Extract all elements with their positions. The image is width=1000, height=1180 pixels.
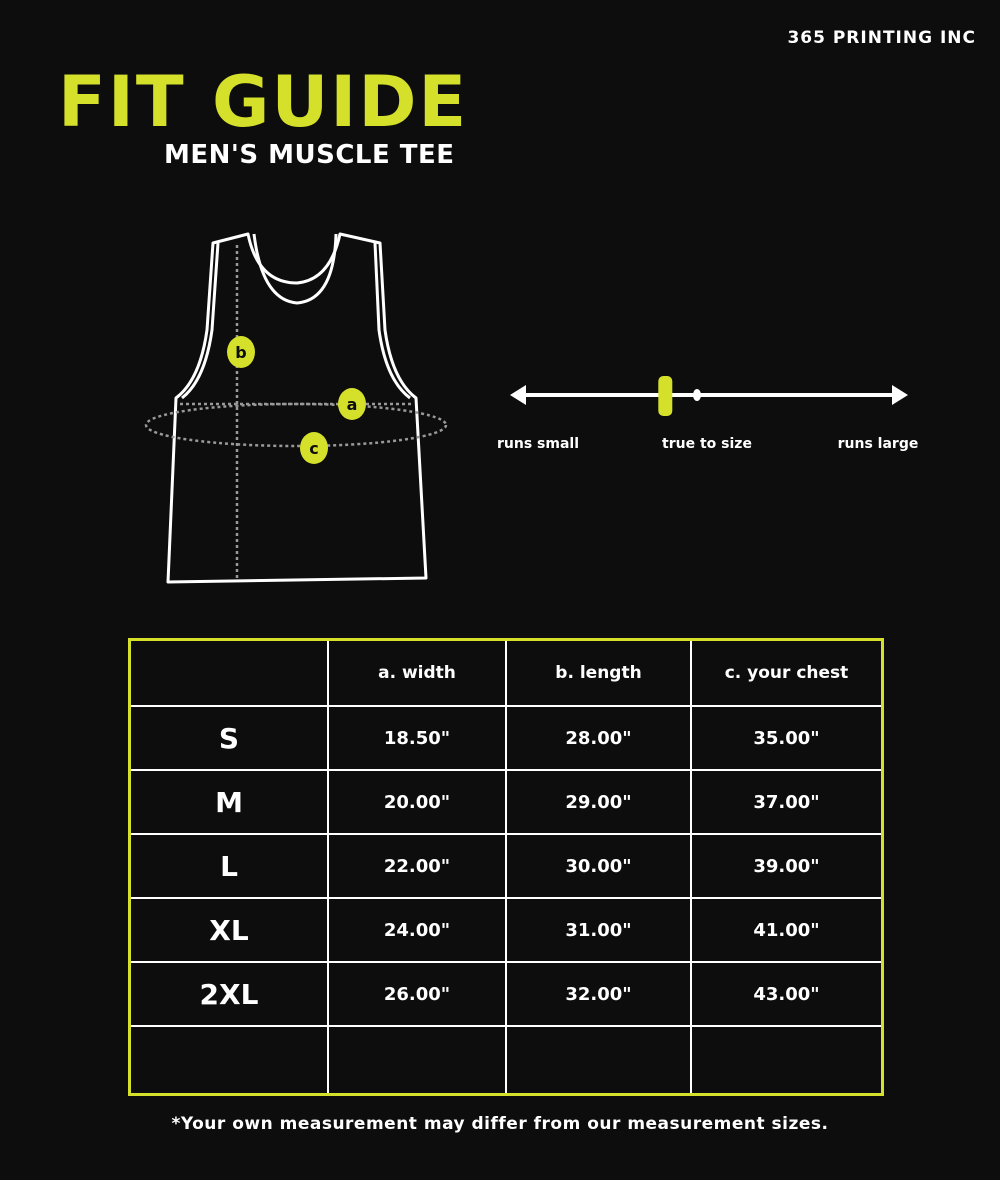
tank-neck-inner bbox=[252, 233, 338, 305]
size-label-cell: M bbox=[129, 769, 329, 835]
table-cell: 20.00" bbox=[327, 769, 507, 835]
size-label-cell: XL bbox=[129, 897, 329, 963]
table-row: S 18.50" 28.00" 35.00" bbox=[129, 705, 883, 771]
table-row bbox=[129, 1025, 883, 1095]
chest-measure-ellipse bbox=[144, 402, 448, 448]
size-label-cell: 2XL bbox=[129, 961, 329, 1027]
page-subtitle: MEN'S MUSCLE TEE bbox=[164, 140, 455, 170]
tank-top-diagram: b a c bbox=[144, 232, 908, 584]
tank-outline bbox=[166, 232, 428, 584]
table-cell: 41.00" bbox=[690, 897, 883, 963]
scale-label-runs-large: runs large bbox=[837, 436, 919, 452]
table-cell: 29.00" bbox=[505, 769, 692, 835]
table-row: L 22.00" 30.00" 39.00" bbox=[129, 833, 883, 899]
page-title: FIT GUIDE bbox=[58, 61, 469, 143]
tank-armhole-left bbox=[181, 242, 220, 400]
fit-scale bbox=[510, 376, 908, 416]
marker-a: a bbox=[347, 395, 358, 414]
table-cell: 24.00" bbox=[327, 897, 507, 963]
table-row: XL 24.00" 31.00" 41.00" bbox=[129, 897, 883, 963]
scale-label-true-to-size: true to size bbox=[662, 436, 752, 452]
table-header-row: a. width b. length c. your chest bbox=[129, 639, 883, 707]
table-row: M 20.00" 29.00" 37.00" bbox=[129, 769, 883, 835]
brand-name: 365 PRINTING INC bbox=[787, 28, 976, 48]
table-header-cell: c. your chest bbox=[690, 639, 883, 707]
table-header-cell: a. width bbox=[327, 639, 507, 707]
size-label-cell: L bbox=[129, 833, 329, 899]
table-cell: 37.00" bbox=[690, 769, 883, 835]
fit-scale-marker bbox=[658, 376, 673, 416]
marker-b: b bbox=[235, 343, 246, 362]
marker-c: c bbox=[309, 439, 318, 458]
table-cell: 35.00" bbox=[690, 705, 883, 771]
table-cell: 28.00" bbox=[505, 705, 692, 771]
table-cell bbox=[327, 1025, 507, 1095]
table-cell: 32.00" bbox=[505, 961, 692, 1027]
table-cell bbox=[690, 1025, 883, 1095]
scale-label-runs-small: runs small bbox=[496, 436, 579, 452]
table-cell: 39.00" bbox=[690, 833, 883, 899]
table-cell: 43.00" bbox=[690, 961, 883, 1027]
table-header-cell: b. length bbox=[505, 639, 692, 707]
table-cell: 31.00" bbox=[505, 897, 692, 963]
footnote: *Your own measurement may differ from ou… bbox=[171, 1114, 829, 1134]
table-cell: 30.00" bbox=[505, 833, 692, 899]
table-cell: 18.50" bbox=[327, 705, 507, 771]
table-cell: 22.00" bbox=[327, 833, 507, 899]
table-row: 2XL 26.00" 32.00" 43.00" bbox=[129, 961, 883, 1027]
table-header-cell bbox=[129, 639, 329, 707]
size-table: a. width b. length c. your chest S 18.50" 28.… bbox=[128, 638, 884, 1096]
size-label-cell bbox=[129, 1025, 329, 1095]
table-cell bbox=[505, 1025, 692, 1095]
table-cell: 26.00" bbox=[327, 961, 507, 1027]
tank-armhole-right bbox=[373, 242, 411, 400]
size-label-cell: S bbox=[129, 705, 329, 771]
